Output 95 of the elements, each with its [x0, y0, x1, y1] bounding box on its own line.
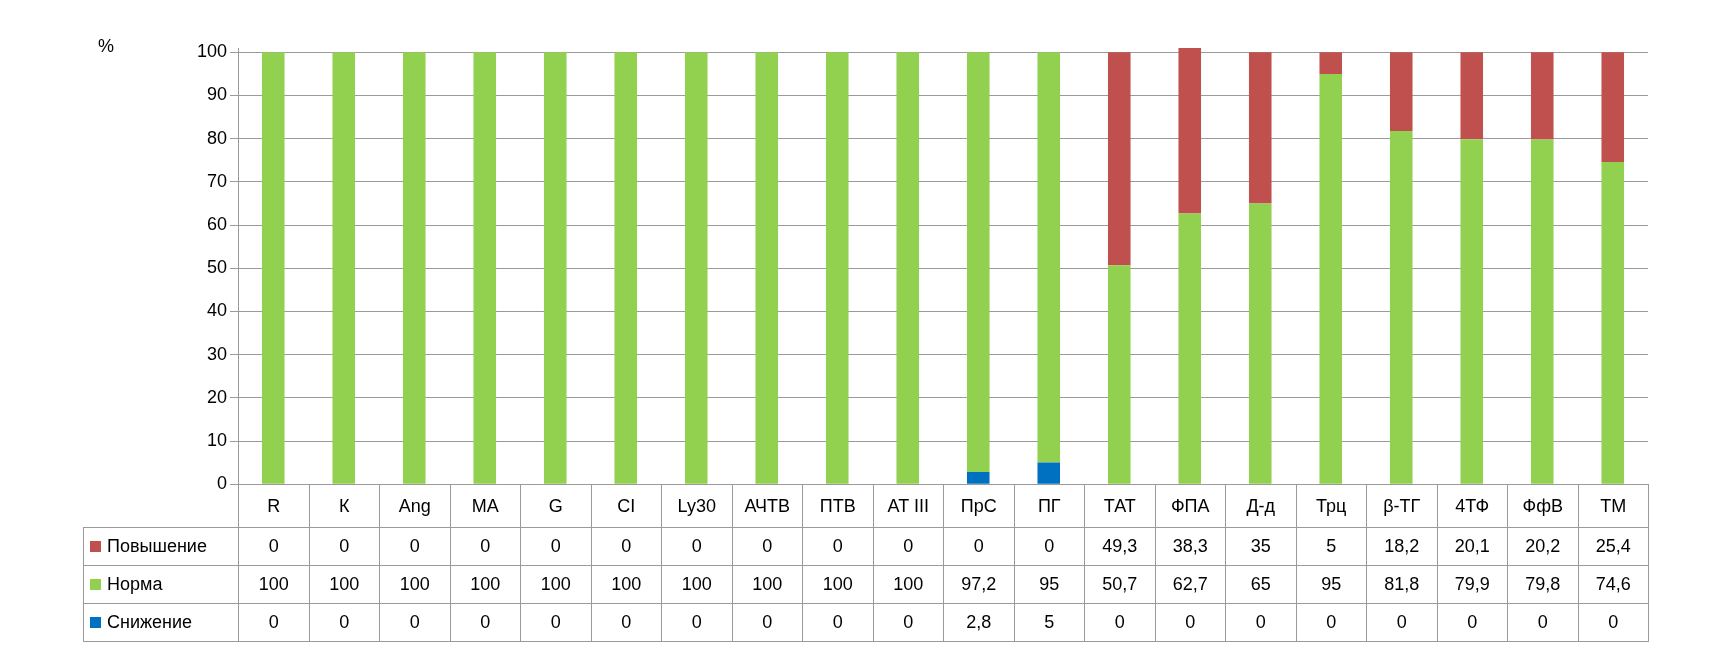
data-label: 0	[450, 603, 521, 642]
data-label: 5	[1296, 527, 1367, 566]
data-label: 100	[450, 565, 521, 604]
data-label: 18,2	[1366, 527, 1437, 566]
x-tick-label: ТМ	[1578, 484, 1649, 528]
data-label: 0	[802, 527, 873, 566]
y-tick-label: 100	[196, 41, 227, 62]
x-tick-label: AT III	[873, 484, 944, 528]
y-tick-label: 70	[206, 170, 227, 191]
y-tick-label: 30	[206, 343, 227, 364]
legend-label: Снижение	[107, 612, 193, 633]
data-label: 0	[379, 527, 450, 566]
data-label: 0	[802, 603, 873, 642]
data-label: 100	[732, 565, 803, 604]
data-label: 0	[591, 527, 662, 566]
data-label: 0	[591, 603, 662, 642]
data-label: 0	[1437, 603, 1508, 642]
data-label: 0	[1507, 603, 1578, 642]
data-label: 79,9	[1437, 565, 1508, 604]
data-label: 100	[520, 565, 591, 604]
data-label: 0	[238, 603, 309, 642]
data-label: 2,8	[943, 603, 1014, 642]
data-label: 35	[1225, 527, 1296, 566]
y-tick-label: 80	[206, 127, 227, 148]
data-label: 0	[873, 527, 944, 566]
x-tick-label: G	[520, 484, 591, 528]
data-label: 100	[873, 565, 944, 604]
data-label: 0	[520, 527, 591, 566]
x-tick-label: ПТВ	[802, 484, 873, 528]
data-label: 100	[591, 565, 662, 604]
data-label: 0	[732, 603, 803, 642]
data-label: 5	[1014, 603, 1085, 642]
x-tick-label: β-ТГ	[1366, 484, 1437, 528]
data-label: 0	[732, 527, 803, 566]
data-label: 38,3	[1155, 527, 1226, 566]
data-label: 0	[1014, 527, 1085, 566]
x-tick-label: ТАТ	[1084, 484, 1155, 528]
data-label: 100	[802, 565, 873, 604]
y-tick-label: 10	[206, 429, 227, 450]
data-label: 0	[1578, 603, 1649, 642]
data-label: 50,7	[1084, 565, 1155, 604]
data-label: 20,1	[1437, 527, 1508, 566]
data-label: 100	[309, 565, 380, 604]
data-label: 100	[379, 565, 450, 604]
data-label: 97,2	[943, 565, 1014, 604]
y-tick-label: 40	[206, 300, 227, 321]
x-tick-label: Д-д	[1225, 484, 1296, 528]
x-tick-label: ПрС	[943, 484, 1014, 528]
data-label: 25,4	[1578, 527, 1649, 566]
x-tick-label: ФПА	[1155, 484, 1226, 528]
x-tick-label: ПГ	[1014, 484, 1085, 528]
y-tick-label: 0	[216, 473, 227, 494]
data-label: 95	[1296, 565, 1367, 604]
x-tick-label: К	[309, 484, 380, 528]
data-label: 0	[661, 603, 732, 642]
data-label: 0	[309, 527, 380, 566]
data-label: 65	[1225, 565, 1296, 604]
x-tick-label: 4ТФ	[1437, 484, 1508, 528]
x-tick-label: ФфВ	[1507, 484, 1578, 528]
legend-label: Норма	[107, 574, 163, 595]
x-tick-label: АЧТВ	[732, 484, 803, 528]
data-label: 0	[943, 527, 1014, 566]
data-label: 0	[873, 603, 944, 642]
data-label: 74,6	[1578, 565, 1649, 604]
x-tick-label: CI	[591, 484, 662, 528]
y-axis-title: %	[98, 36, 115, 57]
y-tick-label: 60	[206, 214, 227, 235]
y-tick-label: 20	[206, 386, 227, 407]
data-label: 0	[1225, 603, 1296, 642]
data-label: 0	[450, 527, 521, 566]
data-label: 0	[1366, 603, 1437, 642]
data-label: 0	[1296, 603, 1367, 642]
data-label: 81,8	[1366, 565, 1437, 604]
x-tick-label: Трц	[1296, 484, 1367, 528]
x-tick-label: МА	[450, 484, 521, 528]
x-tick-label: R	[238, 484, 309, 528]
data-label: 0	[661, 527, 732, 566]
data-label: 0	[520, 603, 591, 642]
data-label: 0	[238, 527, 309, 566]
data-label: 100	[661, 565, 732, 604]
data-label: 95	[1014, 565, 1085, 604]
data-label: 0	[1155, 603, 1226, 642]
data-label: 49,3	[1084, 527, 1155, 566]
data-label: 0	[1084, 603, 1155, 642]
data-label: 100	[238, 565, 309, 604]
data-label: 0	[379, 603, 450, 642]
x-tick-label: Ang	[379, 484, 450, 528]
data-label: 62,7	[1155, 565, 1226, 604]
data-label: 20,2	[1507, 527, 1578, 566]
data-label: 79,8	[1507, 565, 1578, 604]
x-tick-label: Ly30	[661, 484, 732, 528]
y-tick-label: 90	[206, 84, 227, 105]
y-tick-label: 50	[206, 257, 227, 278]
data-label: 0	[309, 603, 380, 642]
legend-label: Повышение	[107, 536, 207, 557]
